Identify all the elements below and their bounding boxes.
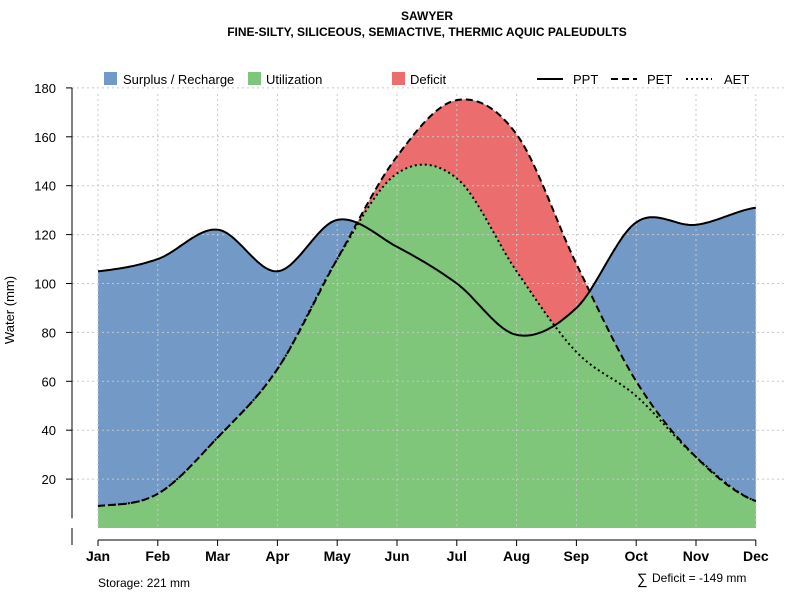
x-tick-label: Dec xyxy=(743,548,769,564)
legend-swatch-deficit xyxy=(392,72,405,85)
chart-subtitle: FINE-SILTY, SILICEOUS, SEMIACTIVE, THERM… xyxy=(227,25,627,39)
legend-label-ppt: PPT xyxy=(573,72,598,87)
legend-swatch-utilization xyxy=(248,72,261,85)
series-line-pet xyxy=(97,98,757,507)
x-tick-label: Jan xyxy=(86,548,110,564)
y-tick-label: 40 xyxy=(42,423,56,438)
y-tick-label: 140 xyxy=(34,179,56,194)
grid-layer xyxy=(72,87,785,528)
deficit-note: Deficit = -149 mm xyxy=(652,571,746,585)
x-tick-label: Jul xyxy=(447,548,467,564)
y-tick-label: 160 xyxy=(34,130,56,145)
x-tick-label: Sep xyxy=(564,548,590,564)
chart-title: SAWYER xyxy=(401,9,453,23)
y-tick-label: 20 xyxy=(42,472,56,487)
axes-layer: 20 40 60 80 100 120 140 160 180 Jan Feb Mar Apr May Ju… xyxy=(34,81,769,564)
area-utilization-aet xyxy=(98,164,756,528)
legend-label-pet: PET xyxy=(647,72,672,87)
storage-note: Storage: 221 mm xyxy=(98,576,190,590)
x-tick-label: May xyxy=(324,548,351,564)
line-layer xyxy=(97,98,757,507)
legend-label-aet: AET xyxy=(724,72,749,87)
x-tick-label: Feb xyxy=(145,548,170,564)
legend-label-surplus: Surplus / Recharge xyxy=(123,72,234,87)
series-line-ppt xyxy=(97,206,756,337)
y-tick-label: 180 xyxy=(34,81,56,96)
area-layer xyxy=(98,99,756,528)
legend-swatch-surplus xyxy=(104,72,117,85)
y-tick-label: 100 xyxy=(34,277,56,292)
y-axis-label: Water (mm) xyxy=(2,276,17,344)
x-tick-label: Apr xyxy=(265,548,290,564)
deficit-sum-symbol: ∑ xyxy=(637,571,648,588)
legend-label-deficit: Deficit xyxy=(410,72,447,87)
y-tick-label: 80 xyxy=(42,325,56,340)
legend-label-utilization: Utilization xyxy=(266,72,322,87)
x-tick-label: Jun xyxy=(385,548,410,564)
x-tick-label: Aug xyxy=(503,548,530,564)
x-tick-label: Mar xyxy=(205,548,230,564)
y-tick-label: 60 xyxy=(42,374,56,389)
y-tick-label: 120 xyxy=(34,228,56,243)
x-tick-label: Oct xyxy=(625,548,649,564)
x-tick-label: Nov xyxy=(683,548,710,564)
legend: Surplus / Recharge Utilization Deficit P… xyxy=(104,72,749,87)
series-line-aet xyxy=(97,163,757,507)
